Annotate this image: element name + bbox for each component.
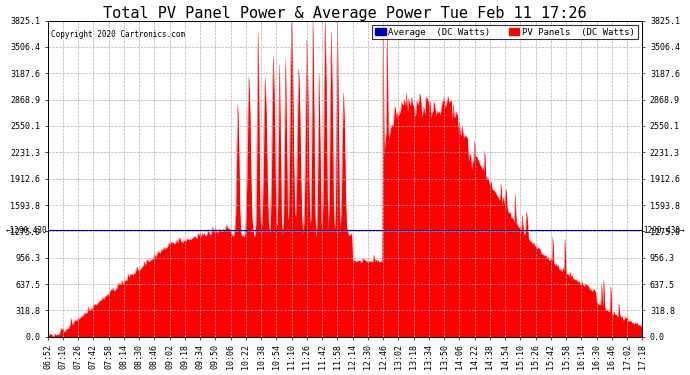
Text: Copyright 2020 Cartronics.com: Copyright 2020 Cartronics.com xyxy=(50,30,185,39)
Text: 1290.430→: 1290.430→ xyxy=(643,226,684,235)
Title: Total PV Panel Power & Average Power Tue Feb 11 17:26: Total PV Panel Power & Average Power Tue… xyxy=(104,6,586,21)
Legend: Average  (DC Watts), PV Panels  (DC Watts): Average (DC Watts), PV Panels (DC Watts) xyxy=(372,25,638,39)
Text: ←1290.430: ←1290.430 xyxy=(6,226,47,235)
